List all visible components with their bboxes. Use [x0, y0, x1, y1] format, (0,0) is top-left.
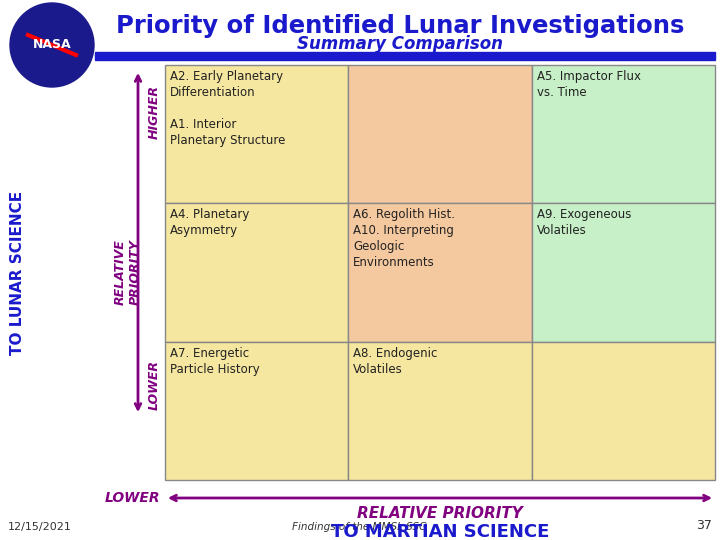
Bar [165, 342, 348, 480]
Text: LOWER: LOWER [104, 491, 160, 505]
Text: RELATIVE
PRIORITY: RELATIVE PRIORITY [114, 240, 142, 306]
Text: Findings of the MMSL SSG: Findings of the MMSL SSG [292, 522, 428, 532]
Text: 37: 37 [696, 519, 712, 532]
Bar [531, 204, 715, 342]
Bar [165, 65, 348, 204]
Bar [531, 342, 715, 480]
Bar [95, 52, 715, 60]
Text: LOWER: LOWER [148, 360, 161, 410]
Text: A4. Planetary
Asymmetry: A4. Planetary Asymmetry [170, 208, 249, 238]
Text: A5. Impactor Flux
vs. Time: A5. Impactor Flux vs. Time [536, 70, 641, 99]
Bar [348, 204, 531, 342]
Text: A6. Regolith Hist.
A10. Interpreting
Geologic
Environments: A6. Regolith Hist. A10. Interpreting Geo… [354, 208, 455, 269]
Text: A2. Early Planetary
Differentiation

A1. Interior
Planetary Structure: A2. Early Planetary Differentiation A1. … [170, 70, 285, 147]
Text: 12/15/2021: 12/15/2021 [8, 522, 72, 532]
Bar [348, 342, 531, 480]
Text: RELATIVE PRIORITY: RELATIVE PRIORITY [357, 507, 523, 522]
Text: A7. Energetic
Particle History: A7. Energetic Particle History [170, 347, 260, 376]
Text: Summary Comparison: Summary Comparison [297, 35, 503, 53]
Text: TO LUNAR SCIENCE: TO LUNAR SCIENCE [11, 191, 25, 355]
Text: A9. Exogeneous
Volatiles: A9. Exogeneous Volatiles [536, 208, 631, 238]
Text: TO MARTIAN SCIENCE: TO MARTIAN SCIENCE [330, 523, 549, 540]
Bar [348, 65, 531, 204]
Circle shape [10, 3, 94, 87]
Text: Priority of Identified Lunar Investigations: Priority of Identified Lunar Investigati… [116, 14, 684, 38]
Text: NASA: NASA [32, 38, 71, 51]
Bar [165, 204, 348, 342]
Text: HIGHER: HIGHER [148, 85, 161, 139]
Bar [531, 65, 715, 204]
Text: A8. Endogenic
Volatiles: A8. Endogenic Volatiles [354, 347, 438, 376]
